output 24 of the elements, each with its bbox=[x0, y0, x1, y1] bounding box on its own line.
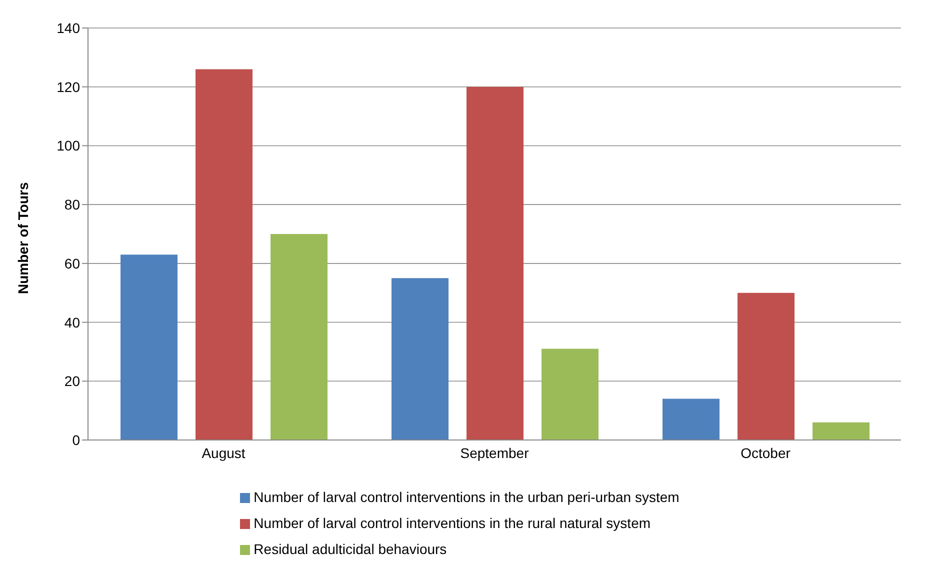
x-tick-label: September bbox=[460, 444, 530, 461]
legend-label: Residual adulticidal behaviours bbox=[254, 541, 447, 557]
y-tick-label: 140 bbox=[56, 20, 80, 36]
bar bbox=[120, 254, 178, 440]
bar bbox=[662, 398, 720, 440]
y-axis-title: Number of Tours bbox=[14, 182, 31, 294]
x-tick-label: August bbox=[202, 444, 246, 461]
y-tick-label: 120 bbox=[56, 78, 80, 95]
y-tick-label: 60 bbox=[64, 255, 80, 272]
bar bbox=[812, 422, 870, 440]
y-tick-label: 20 bbox=[64, 373, 80, 390]
bar bbox=[542, 348, 599, 440]
bar bbox=[738, 292, 795, 440]
y-tick-label: 80 bbox=[64, 196, 80, 213]
bar bbox=[466, 86, 524, 440]
x-tick-label: October bbox=[740, 444, 791, 461]
y-tick-label: 40 bbox=[64, 314, 80, 330]
y-tick-label: 100 bbox=[56, 138, 80, 154]
bar bbox=[196, 69, 253, 440]
bar bbox=[392, 278, 449, 440]
y-tick-label: 0 bbox=[72, 432, 80, 448]
legend-label: Number of larval control interventions in the urban peri-urban system bbox=[254, 489, 680, 505]
bar bbox=[270, 234, 328, 440]
legend-label: Number of larval control interventions in the rural natural system bbox=[254, 515, 651, 531]
